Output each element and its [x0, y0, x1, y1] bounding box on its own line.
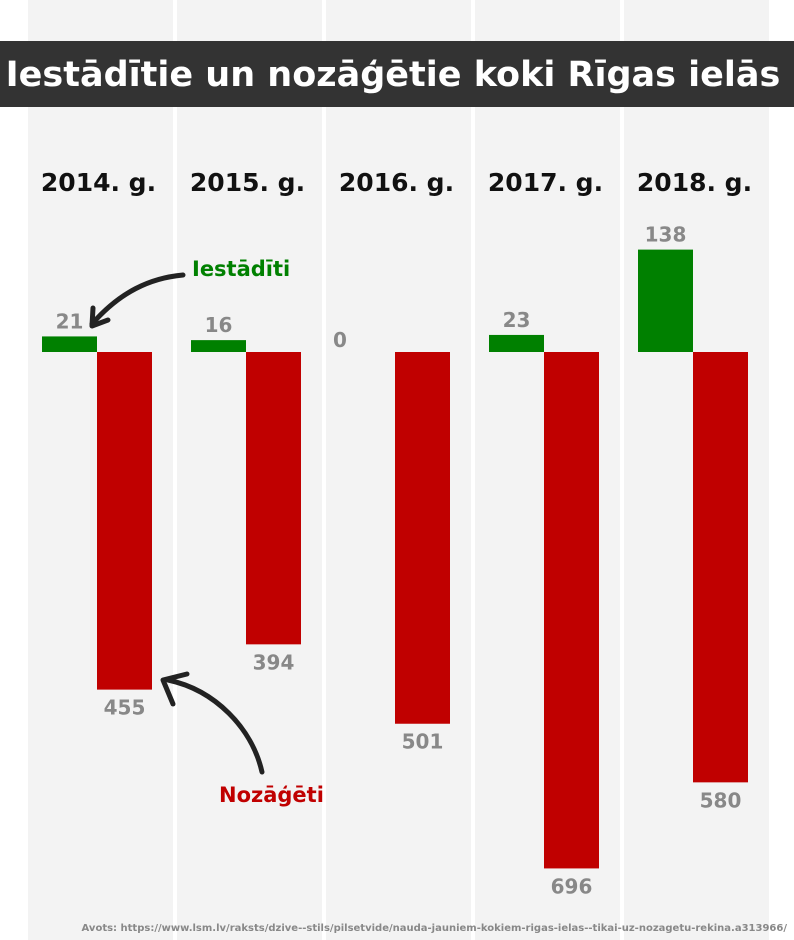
- planted-arrow-icon: [89, 272, 186, 327]
- category-label: 2016. g.: [339, 168, 454, 197]
- felled-annotation: Nozāģēti: [160, 671, 324, 807]
- chart-title: Iestādītie un nozāģētie koki Rīgas ielās: [6, 55, 781, 95]
- bar-planted: [489, 334, 544, 352]
- category-labels: 2014. g. 2015. g. 2016. g. 2017. g. 2018. g.: [41, 168, 752, 197]
- category-label: 2017. g.: [488, 168, 603, 197]
- category-label: 2018. g.: [637, 168, 752, 197]
- bar-felled: [246, 352, 301, 645]
- felled-arrowhead-icon: [160, 671, 190, 707]
- title-bar: [0, 41, 794, 107]
- planted-annotation: Iestādīti: [89, 257, 290, 329]
- value-label-planted: 16: [205, 313, 233, 337]
- bar-felled: [693, 352, 748, 783]
- planted-arrowhead-icon: [89, 305, 111, 329]
- value-label-felled: 580: [700, 788, 742, 812]
- bar-felled: [395, 352, 450, 724]
- bar-planted: [191, 340, 246, 352]
- source-note: Avots: https://www.lsm.lv/raksts/dzive--…: [82, 923, 788, 934]
- value-label-planted: 21: [56, 309, 84, 333]
- value-labels: 21 455 16 394 0 501 23 696 138 580: [56, 223, 742, 899]
- category-label: 2015. g.: [190, 168, 305, 197]
- bar-planted: [42, 336, 97, 352]
- bar-felled: [97, 352, 152, 690]
- value-label-planted: 0: [333, 328, 347, 352]
- felled-label: Nozāģēti: [219, 783, 324, 807]
- value-label-felled: 394: [253, 650, 295, 674]
- bars: [42, 249, 748, 869]
- category-label: 2014. g.: [41, 168, 156, 197]
- bar-felled: [544, 352, 599, 869]
- bar-planted: [638, 249, 693, 352]
- value-label-planted: 23: [503, 308, 531, 332]
- value-label-felled: 455: [104, 696, 146, 720]
- planted-label: Iestādīti: [192, 257, 290, 281]
- value-label-felled: 696: [551, 874, 593, 898]
- felled-arrow-icon: [165, 677, 265, 775]
- value-label-felled: 501: [402, 730, 444, 754]
- value-label-planted: 138: [645, 223, 687, 247]
